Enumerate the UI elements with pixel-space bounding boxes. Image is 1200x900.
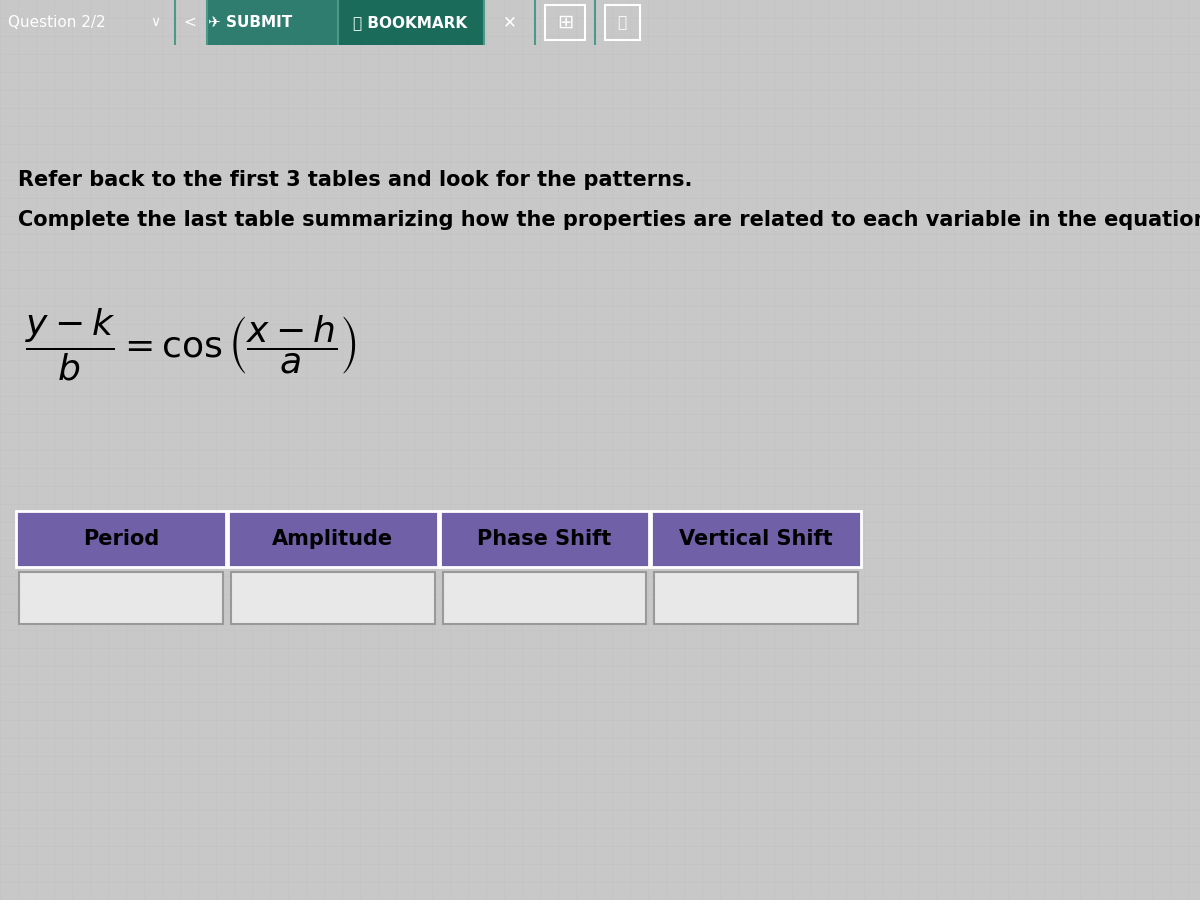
Text: Phase Shift: Phase Shift (478, 529, 612, 549)
Text: $\dfrac{y - k}{b} = \cos\left(\dfrac{x - h}{a}\right)$: $\dfrac{y - k}{b} = \cos\left(\dfrac{x -… (25, 307, 356, 383)
Text: ∨: ∨ (150, 15, 160, 30)
Bar (652, 511, 862, 567)
Text: ✕: ✕ (503, 14, 517, 32)
Bar (443, 572, 647, 624)
Text: Period: Period (83, 529, 158, 549)
Bar (654, 572, 858, 624)
Bar (340, 0, 484, 45)
Bar (16, 511, 226, 567)
Text: <: < (184, 15, 197, 30)
Bar (228, 511, 438, 567)
Text: 🔖 BOOKMARK: 🔖 BOOKMARK (353, 15, 467, 30)
Text: Refer back to the first 3 tables and look for the patterns.: Refer back to the first 3 tables and loo… (18, 170, 692, 190)
Text: Complete the last table summarizing how the properties are related to each varia: Complete the last table summarizing how … (18, 210, 1200, 230)
Bar (545, 5, 586, 40)
Text: ⊞: ⊞ (557, 13, 574, 32)
Text: Vertical Shift: Vertical Shift (679, 529, 833, 549)
Bar (605, 5, 640, 40)
Text: Question 2/2: Question 2/2 (8, 15, 106, 30)
Text: ✈ SUBMIT: ✈ SUBMIT (208, 15, 292, 30)
Bar (208, 0, 338, 45)
Text: 🔍: 🔍 (618, 15, 626, 30)
Text: Amplitude: Amplitude (272, 529, 394, 549)
Bar (439, 511, 649, 567)
Bar (19, 572, 223, 624)
Bar (230, 572, 434, 624)
